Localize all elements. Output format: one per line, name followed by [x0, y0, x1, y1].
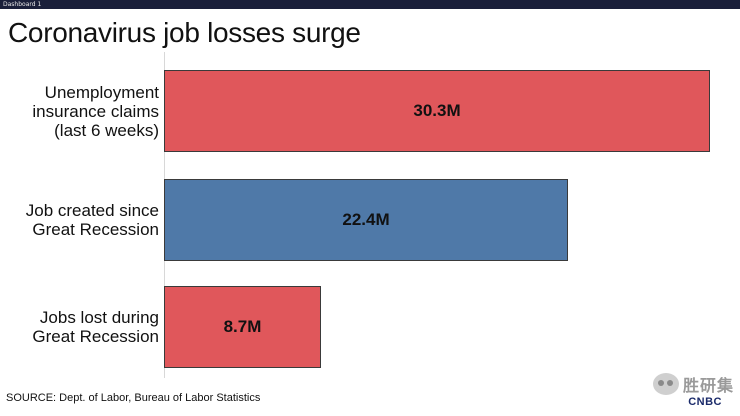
wechat-icon: [652, 373, 679, 395]
category-label: Job created since Great Recession: [25, 201, 159, 239]
dashboard-label: Dashboard 1: [3, 1, 42, 8]
bar-1: 30.3M: [164, 70, 710, 152]
dashboard-strip: [0, 0, 740, 9]
bar-value-label: 30.3M: [413, 101, 461, 120]
watermark: 胜研集: [652, 372, 734, 396]
bar-value-label: 22.4M: [342, 210, 390, 229]
category-label: Jobs lost during Great Recession: [32, 308, 159, 346]
bar-value-label: 8.7M: [223, 317, 262, 336]
bar-3: 8.7M: [164, 286, 321, 368]
source-note: SOURCE: Dept. of Labor, Bureau of Labor …: [6, 392, 261, 404]
bar-2: 22.4M: [164, 179, 568, 261]
watermark-text: 胜研集: [682, 376, 734, 395]
brand-logo: CNBC: [688, 396, 722, 408]
chart-title: Coronavirus job losses surge: [8, 17, 361, 48]
category-label: Unemployment insurance claims (last 6 we…: [32, 83, 159, 140]
